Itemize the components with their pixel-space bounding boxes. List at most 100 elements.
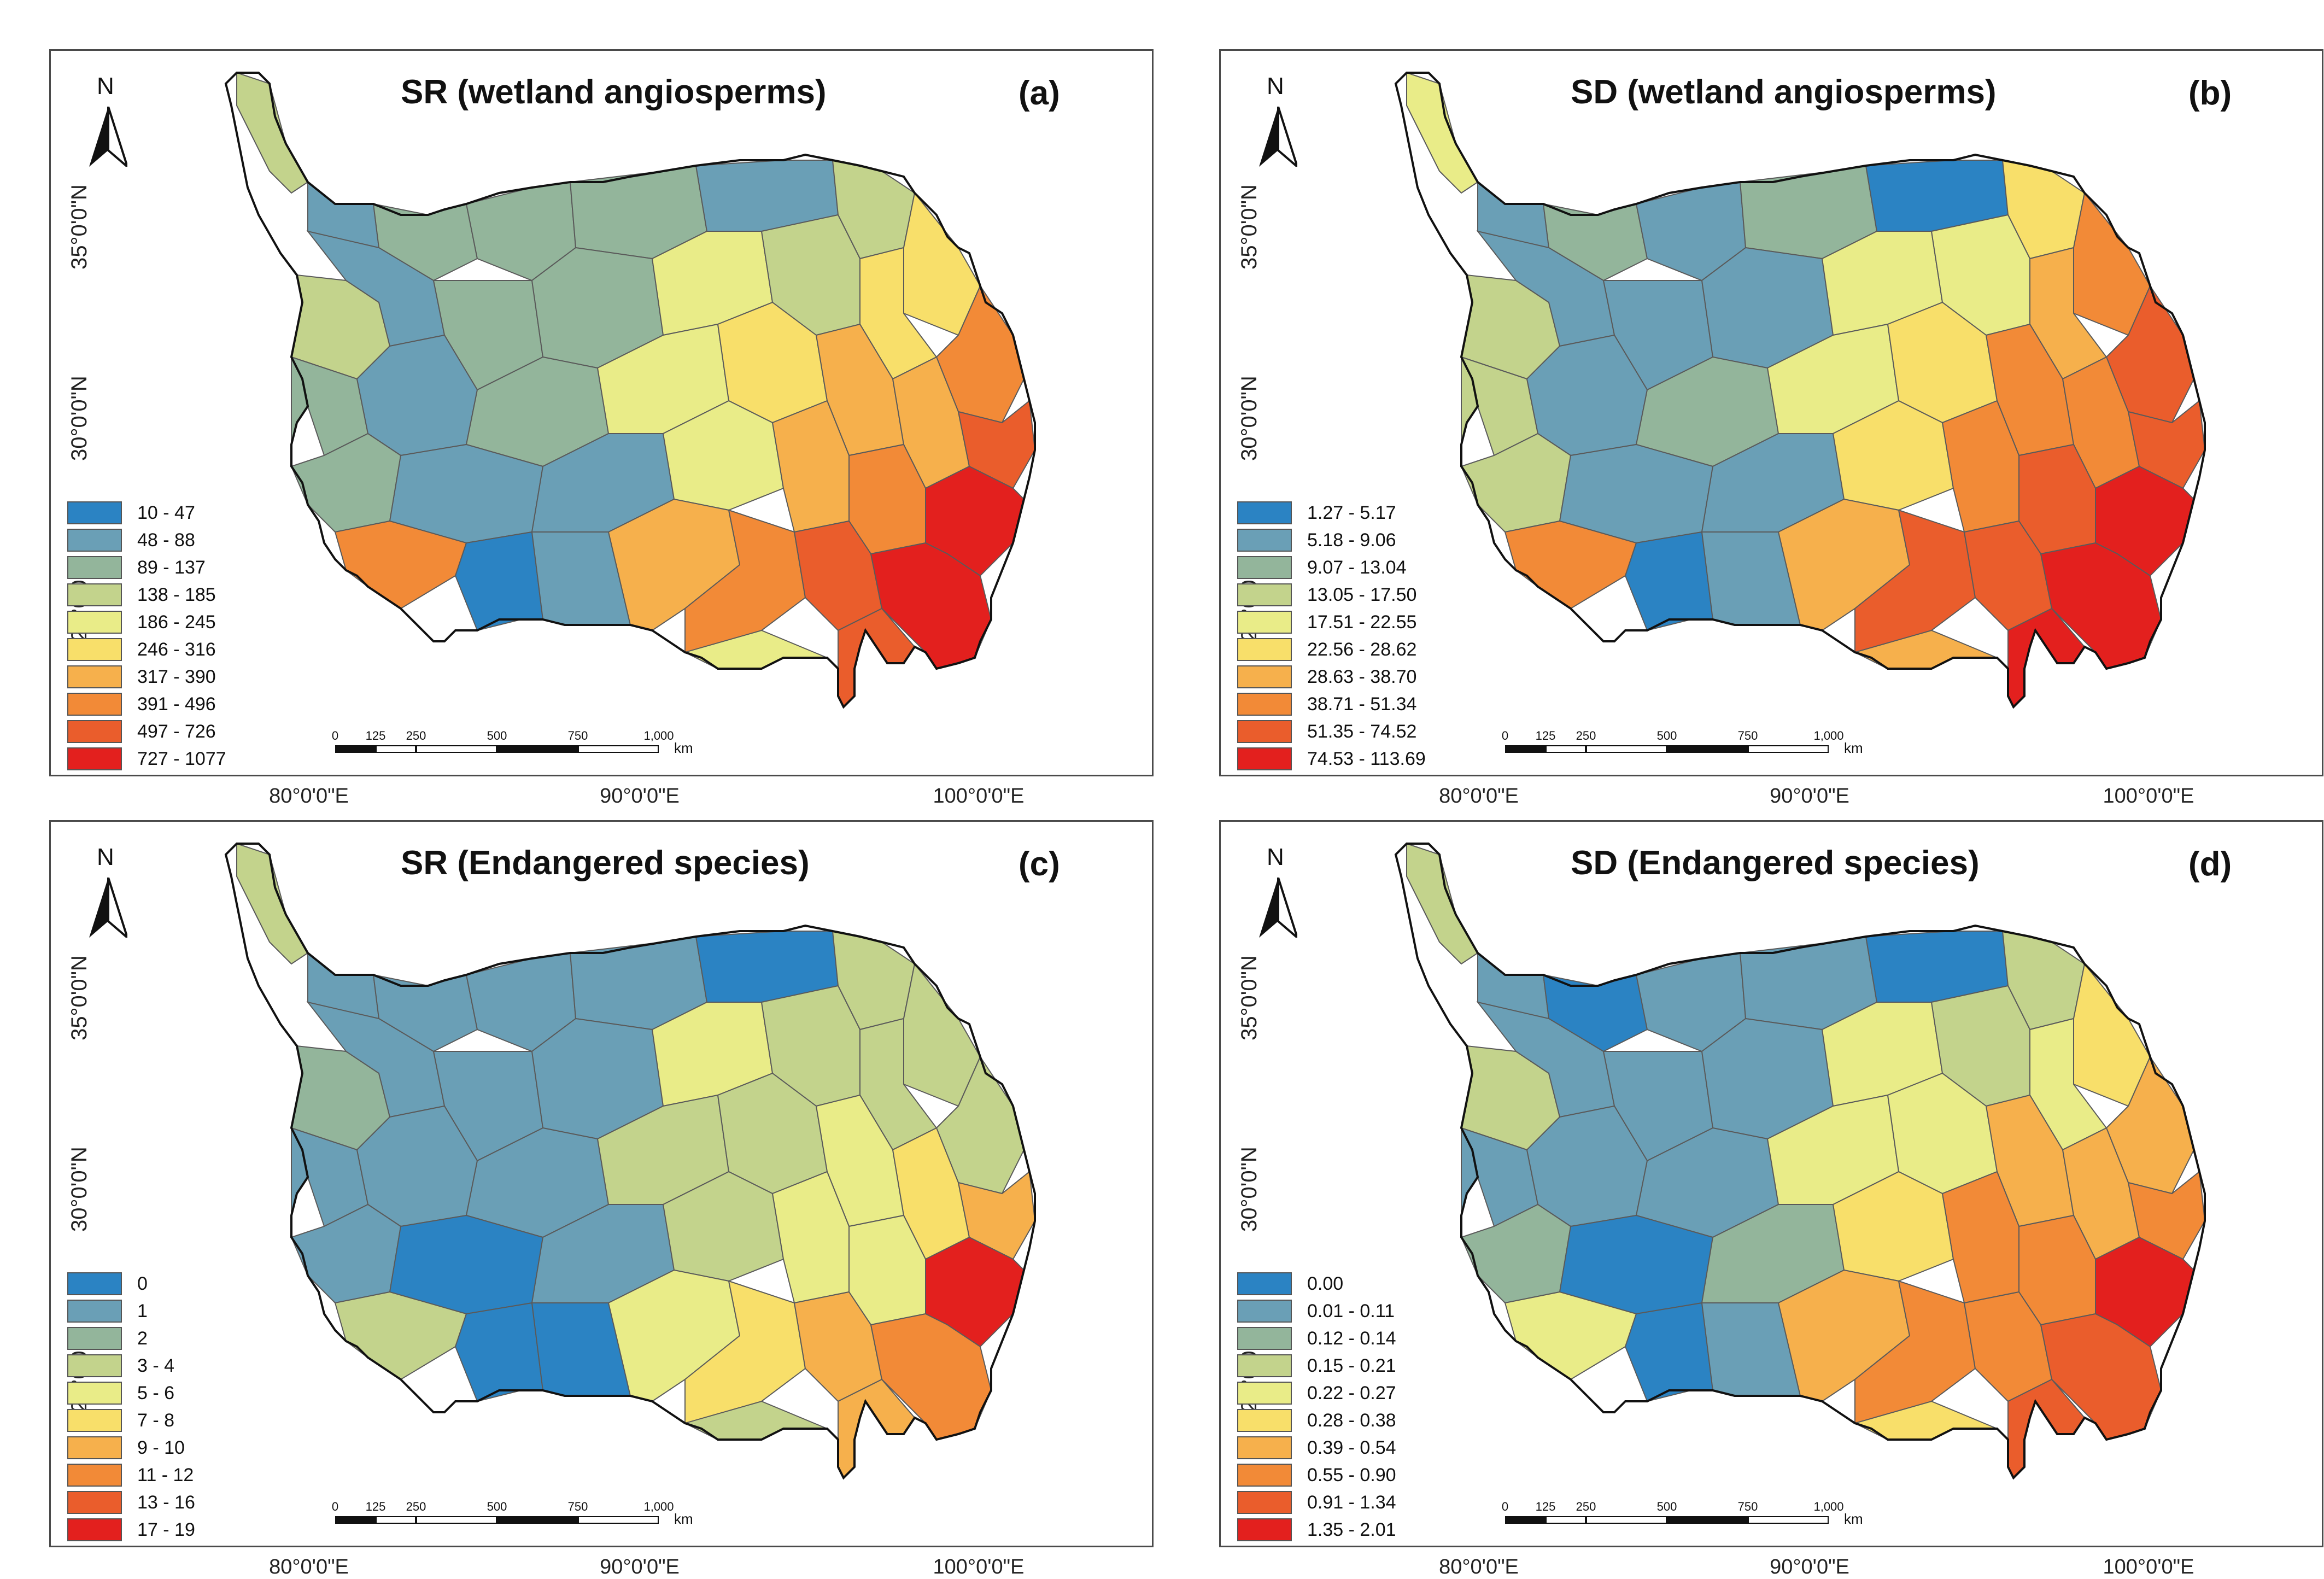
legend-swatch [1237,665,1292,688]
legend-label: 1.35 - 2.01 [1307,1519,1396,1540]
legend-item: 3 - 4 [67,1352,195,1379]
legend-swatch [1237,501,1292,524]
legend-item: 5.18 - 9.06 [1237,527,1426,554]
legend-item: 22.56 - 28.62 [1237,636,1426,663]
panel-title: SD (wetland angiosperms) [1571,73,1997,111]
legend-swatch [1237,583,1292,606]
north-arrow-icon [89,878,127,938]
lon-label: 100°0'0"E [2103,785,2194,808]
legend-label: 1.27 - 5.17 [1307,502,1396,523]
legend-swatch [67,638,122,661]
legend-item: 1.27 - 5.17 [1237,499,1426,527]
panel-title: SD (Endangered species) [1571,844,1980,882]
plateau-outline [224,72,1036,709]
legend-item: 11 - 12 [67,1461,195,1489]
legend-item: 0.12 - 0.14 [1237,1325,1396,1352]
legend-label: 0.39 - 0.54 [1307,1437,1396,1458]
legend-swatch [1237,638,1292,661]
scale-tick-label: 500 [487,729,507,742]
legend-swatch [67,611,122,634]
scale-unit: km [1844,740,1863,756]
legend-swatch [67,665,122,688]
legend-swatch [67,583,122,606]
lon-label: 80°0'0"E [269,1555,349,1578]
legend-label: 9 - 10 [137,1437,185,1458]
legend-item: 246 - 316 [67,636,226,663]
legend-swatch [1237,1272,1292,1295]
legend-item: 186 - 245 [67,609,226,636]
plateau-map [1394,843,2206,1480]
lon-label: 100°0'0"E [933,785,1025,808]
legend-label: 391 - 496 [137,693,216,715]
legend-item: 7 - 8 [67,1407,195,1434]
legend-swatch [67,1327,122,1350]
lon-label: 100°0'0"E [2103,1555,2194,1578]
lon-label: 80°0'0"E [1439,785,1519,808]
panel-title: SR (Endangered species) [401,844,810,882]
scale-tick-label: 750 [567,1500,588,1513]
legend-label: 186 - 245 [137,611,216,633]
legend-label: 138 - 185 [137,584,216,605]
map-panel-3: N SD (Endangered species) (d) 35°0'0"N 3… [1219,820,2323,1547]
north-letter: N [97,844,114,870]
scale-tick-label: 0 [331,1500,339,1513]
legend-swatch [1237,1464,1292,1487]
scale-unit: km [1844,1511,1863,1527]
region-0 [1406,72,1479,194]
north-arrow-icon [1259,107,1297,167]
lon-label: 90°0'0"E [1770,785,1849,808]
legend: 0 1 2 3 - 4 5 - 6 7 - 8 9 - 10 11 - 12 13 - 16 17… [67,1270,195,1543]
scale-tick-label: 0 [1501,729,1509,742]
scale-tick-label: 1,000 [1813,729,1844,742]
region-32 [1624,531,1714,631]
lat-label-35: 35°0'0"N [1237,955,1261,1040]
legend-label: 22.56 - 28.62 [1307,639,1417,660]
north-arrow: N [1255,844,1304,964]
scale-tick-label: 750 [567,729,588,742]
legend-item: 2 [67,1325,195,1352]
legend-item: 727 - 1077 [67,745,226,773]
region-0 [236,72,309,194]
legend-label: 38.71 - 51.34 [1307,693,1417,715]
legend-item: 9.07 - 13.04 [1237,554,1426,581]
legend-label: 497 - 726 [137,721,216,742]
legend-swatch [1237,1518,1292,1541]
scale-tick-label: 1,000 [643,729,674,742]
region-32 [454,1302,544,1402]
north-arrow-icon [1259,878,1297,938]
map-panel-1: N SD (wetland angiosperms) (b) 35°0'0"N … [1219,49,2323,776]
legend-swatch [1237,1327,1292,1350]
legend-item: 1.35 - 2.01 [1237,1516,1396,1543]
scale-unit: km [674,1511,693,1527]
lat-label-30: 30°0'0"N [1237,376,1261,461]
legend-item: 0.00 [1237,1270,1396,1297]
legend-label: 89 - 137 [137,557,206,578]
legend-item: 0.91 - 1.34 [1237,1489,1396,1516]
legend-swatch [67,1464,122,1487]
legend-item: 0.28 - 0.38 [1237,1407,1396,1434]
legend-swatch [1237,611,1292,634]
legend-item: 5 - 6 [67,1379,195,1407]
region-0 [236,843,309,965]
legend-swatch [1237,529,1292,552]
legend: 0.00 0.01 - 0.11 0.12 - 0.14 0.15 - 0.21 0.2… [1237,1270,1396,1543]
legend: 10 - 47 48 - 88 89 - 137 138 - 185 186 - 245… [67,499,226,773]
legend-swatch [67,1491,122,1514]
legend-label: 0.55 - 0.90 [1307,1464,1396,1486]
lat-label-30: 30°0'0"N [67,1147,91,1232]
map-panel-0: N SR (wetland angiosperms) (a) 35°0'0"N … [49,49,1154,776]
legend-label: 17.51 - 22.55 [1307,611,1417,633]
region-37 [870,542,992,670]
region-24 [1460,1203,1572,1304]
legend-item: 0.22 - 0.27 [1237,1379,1396,1407]
lon-label: 90°0'0"E [1770,1555,1849,1578]
legend-swatch [1237,1436,1292,1459]
lat-label-35: 35°0'0"N [1237,184,1261,270]
legend-swatch [67,1354,122,1377]
scale-tick-label: 125 [365,729,386,742]
legend-item: 51.35 - 74.52 [1237,718,1426,745]
lat-label-30: 30°0'0"N [1237,1147,1261,1232]
legend-item: 17 - 19 [67,1516,195,1543]
legend-label: 51.35 - 74.52 [1307,721,1417,742]
north-arrow: N [85,73,134,193]
